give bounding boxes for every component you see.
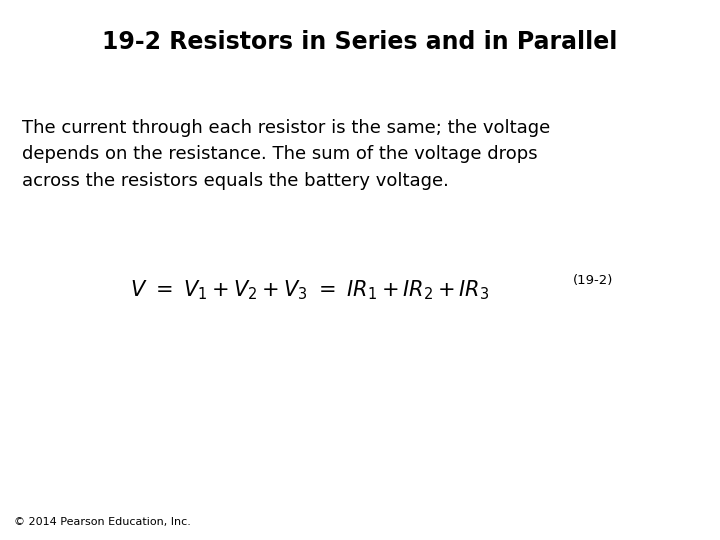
Text: 19-2 Resistors in Series and in Parallel: 19-2 Resistors in Series and in Parallel <box>102 30 618 53</box>
Text: © 2014 Pearson Education, Inc.: © 2014 Pearson Education, Inc. <box>14 516 192 526</box>
Text: The current through each resistor is the same; the voltage
depends on the resist: The current through each resistor is the… <box>22 119 550 190</box>
Text: (19-2): (19-2) <box>572 274 613 287</box>
Text: $V \ = \ V_1 + V_2 + V_3 \ = \ IR_1 + IR_2 + IR_3$: $V \ = \ V_1 + V_2 + V_3 \ = \ IR_1 + IR… <box>130 278 490 302</box>
